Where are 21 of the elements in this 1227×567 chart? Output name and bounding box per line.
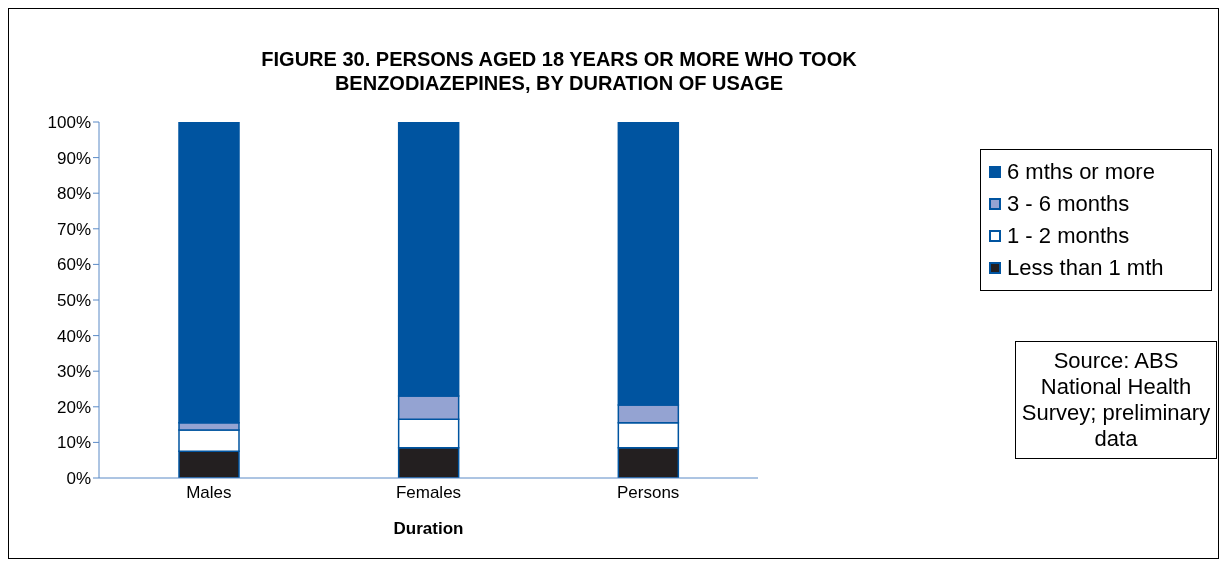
y-tick-label: 100% — [47, 113, 91, 133]
legend-label: 1 - 2 months — [1007, 222, 1130, 250]
y-tick-label: 10% — [56, 433, 91, 453]
x-axis-title: Duration — [393, 519, 464, 538]
chart-title: FIGURE 30. PERSONS AGED 18 YEARS OR MORE WHO TOOK BENZODIAZEPINES, BY DURATION OF USAGE — [260, 47, 858, 95]
y-tick-label: 90% — [56, 148, 91, 168]
y-tick-label: 50% — [56, 291, 91, 311]
legend-label: Less than 1 mth — [1007, 254, 1164, 282]
x-tick-label: Males — [186, 483, 232, 503]
y-tick-label: 70% — [56, 219, 91, 239]
y-tick-label: 60% — [56, 255, 91, 275]
legend-label: 6 mths or more — [1007, 158, 1155, 186]
y-tick-label: 80% — [56, 184, 91, 204]
legend-label: 3 - 6 months — [1007, 190, 1130, 218]
y-tick-label: 30% — [56, 362, 91, 382]
x-tick-label: Females — [395, 483, 462, 503]
source-note: Source: ABS National Health Survey; preliminary data — [1015, 341, 1217, 459]
y-tick-label: 40% — [56, 326, 91, 346]
y-tick-label: 20% — [56, 397, 91, 417]
y-tick-label: 0% — [66, 469, 91, 489]
x-tick-label: Persons — [616, 483, 680, 503]
